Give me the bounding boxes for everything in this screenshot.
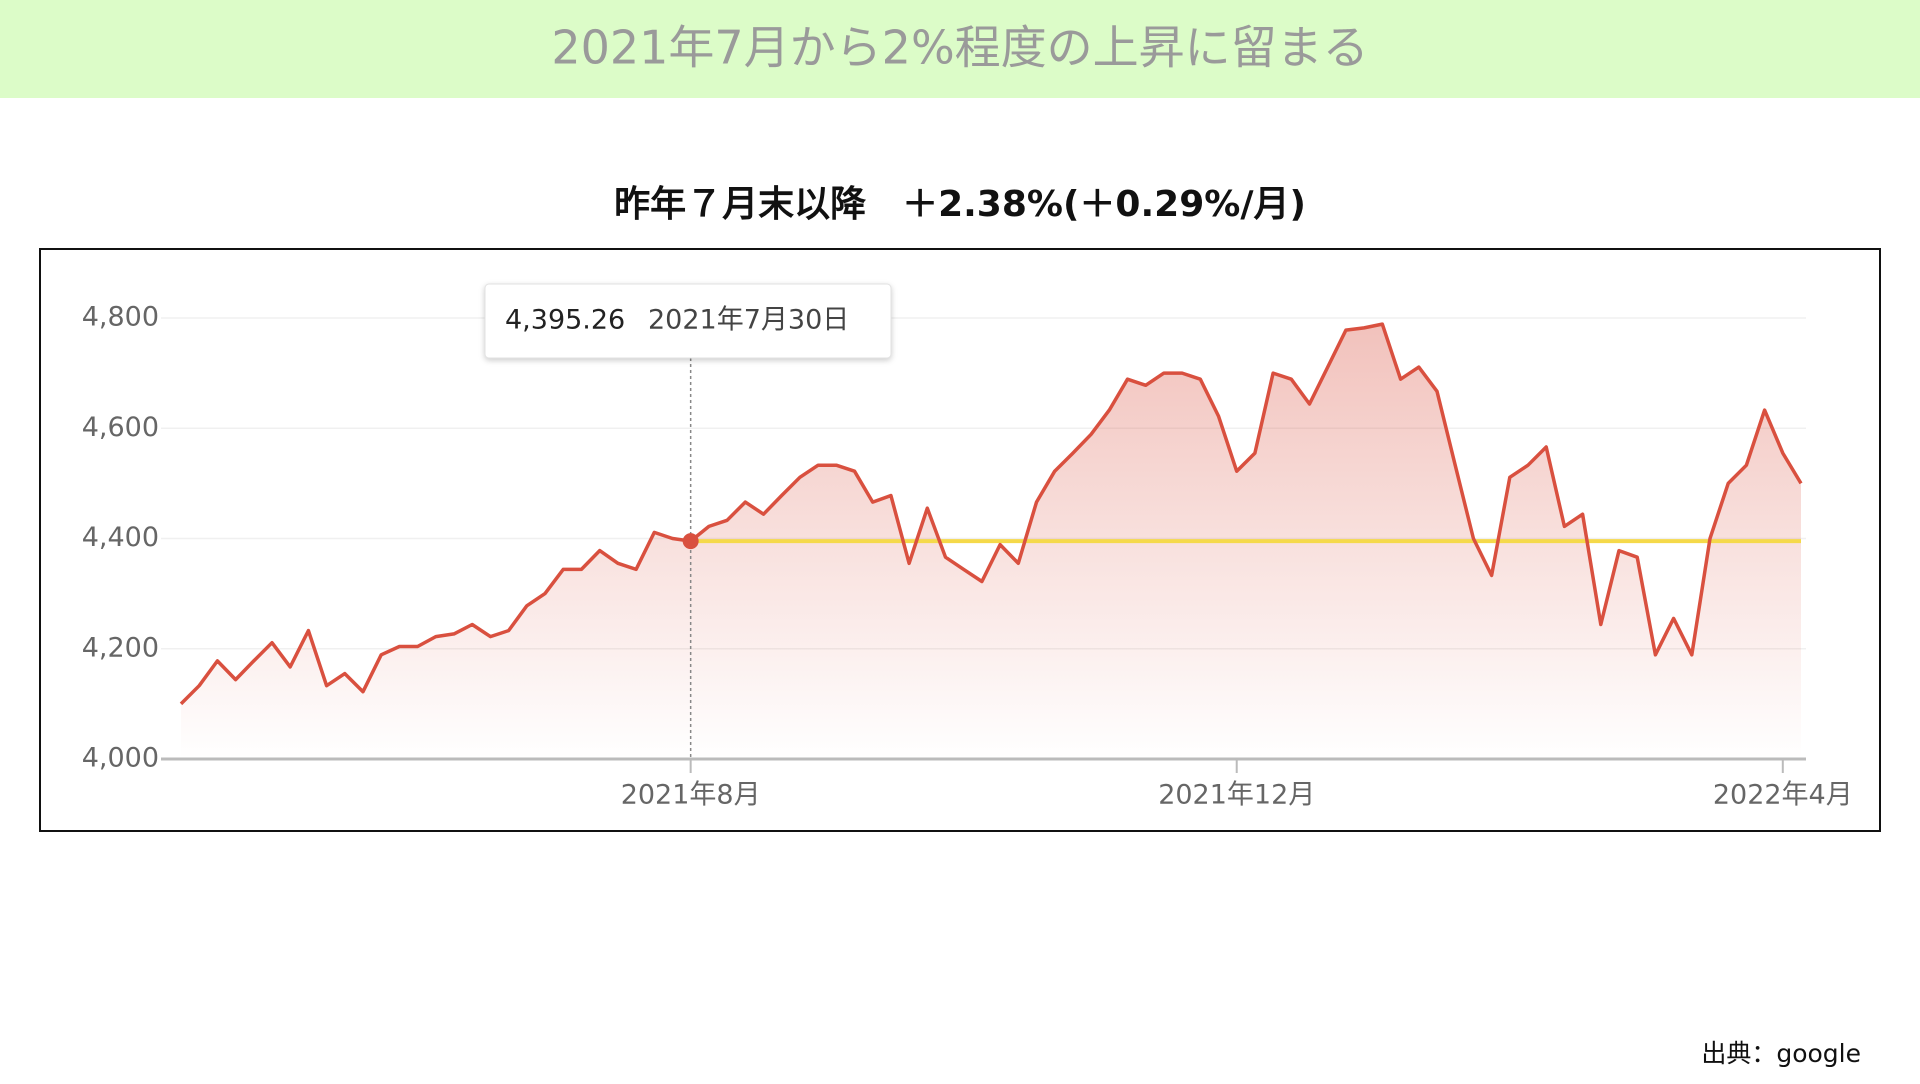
source: 出典：google bbox=[1701, 1039, 1861, 1068]
line bbox=[179, 322, 1803, 706]
y-tick-label: 4,000 bbox=[82, 743, 159, 774]
area bbox=[181, 324, 1801, 759]
y-tick-label: 4,800 bbox=[82, 302, 159, 333]
header-title: 2021年7月から2%程度の上昇に留まる bbox=[551, 21, 1368, 75]
y-tick-label: 4,200 bbox=[82, 632, 159, 663]
y-tick-label: 4,400 bbox=[82, 522, 159, 553]
header-band bbox=[0, 0, 1920, 98]
x-tick-label: 2021年8月 bbox=[621, 780, 761, 811]
point-marker bbox=[682, 533, 699, 550]
chart-title: 昨年７月末以降 ＋2.38%(＋0.29%/月) bbox=[614, 184, 1306, 225]
y-tick-label: 4,600 bbox=[82, 412, 159, 443]
x-tick-label: 2021年12月 bbox=[1158, 780, 1315, 811]
tooltip-box bbox=[484, 283, 892, 359]
x-tick-label: 2022年4月 bbox=[1713, 780, 1853, 811]
tooltip-value: 4,395.26 bbox=[505, 305, 625, 336]
tooltip-date: 2021年7月30日 bbox=[648, 305, 849, 336]
